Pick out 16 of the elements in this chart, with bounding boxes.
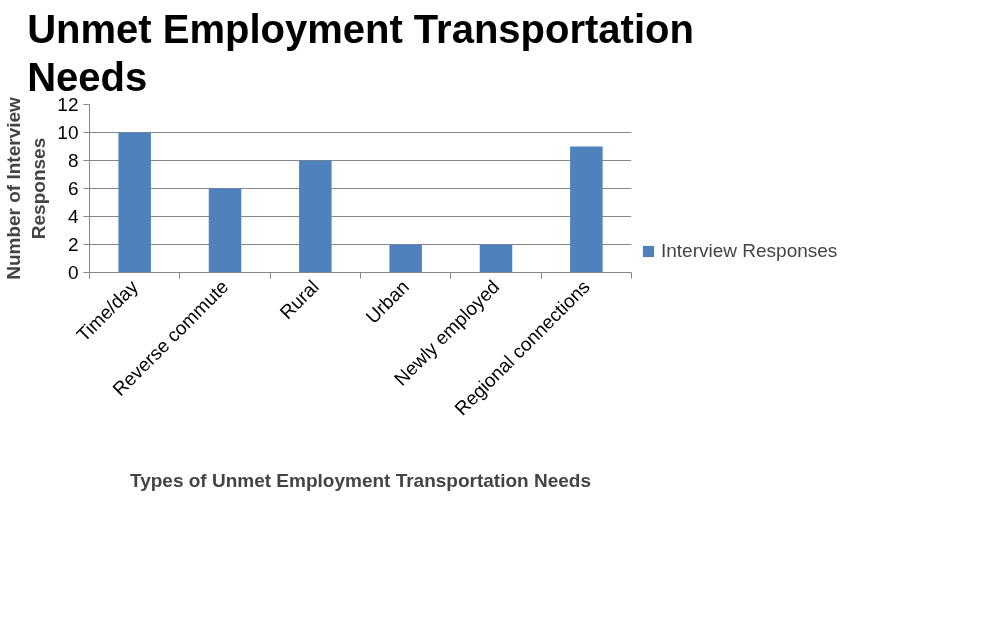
legend-label: Interview Responses <box>661 240 838 262</box>
y-tick-label: 4 <box>67 206 79 227</box>
x-axis-title: Types of Unmet Employment Transportation Needs <box>130 469 592 491</box>
bar <box>389 244 422 273</box>
y-tick-label: 0 <box>67 262 79 283</box>
bar <box>479 244 513 273</box>
bar <box>299 160 332 273</box>
y-tick-label: 10 <box>57 122 79 143</box>
y-tick-label: 8 <box>67 150 79 171</box>
bar <box>208 188 242 273</box>
y-tick-label: 2 <box>67 234 79 255</box>
y-tick-label: 12 <box>57 94 79 115</box>
y-axis-title: Number of Interview Responses <box>3 96 50 280</box>
y-tick-label: 6 <box>67 178 79 199</box>
bar <box>118 132 151 273</box>
bar <box>570 146 603 273</box>
